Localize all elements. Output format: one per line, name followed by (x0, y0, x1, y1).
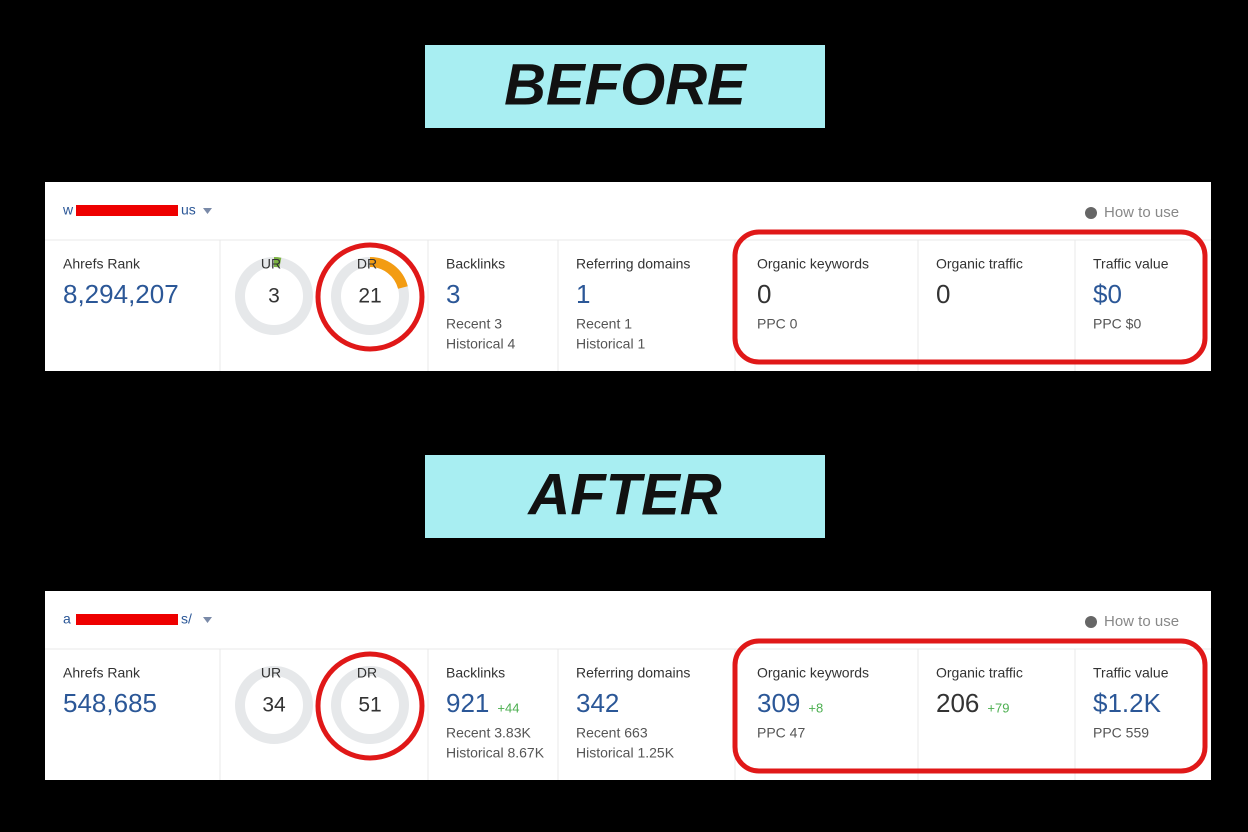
metric-value: 342 (576, 688, 619, 718)
metric-sub: Historical 1 (576, 336, 645, 352)
gauge-track (331, 666, 409, 744)
metric-label: Ahrefs Rank (63, 256, 141, 272)
highlight-circle (315, 651, 425, 761)
redaction (76, 205, 178, 216)
gauge-value: 21 (358, 285, 381, 308)
domain-end: us (181, 202, 196, 218)
metric-label: Backlinks (446, 256, 505, 272)
metric-sub: PPC 559 (1093, 725, 1149, 741)
panel (45, 182, 1211, 371)
metric-value: 921 (446, 688, 489, 718)
metric-change: +79 (987, 700, 1009, 715)
metric-label: Organic keywords (757, 256, 869, 272)
metric-value: 309 (757, 688, 800, 718)
highlight-box (732, 229, 1208, 365)
metric-value: 8,294,207 (63, 279, 179, 309)
metric-sub: Recent 3 (446, 316, 502, 332)
metric-sub: Historical 8.67K (446, 745, 545, 761)
highlight-box (732, 638, 1208, 774)
metric-label: Referring domains (576, 665, 690, 681)
metric-label: Referring domains (576, 256, 690, 272)
how-to-use: How to use (1104, 613, 1179, 630)
gauge-arc (273, 257, 282, 268)
gauge-value: 3 (268, 285, 280, 308)
metric-value: 3 (446, 279, 460, 309)
metric-label: Traffic value (1093, 665, 1169, 681)
how-to-use: How to use (1104, 204, 1179, 221)
metric-value: 0 (936, 279, 950, 309)
metric-value: 1 (576, 279, 590, 309)
banner-title: BEFORE (504, 52, 748, 117)
banner (425, 45, 825, 128)
help-icon (1085, 207, 1097, 219)
dropdown-caret (203, 208, 212, 214)
redaction (76, 614, 178, 625)
metric-sub: Recent 1 (576, 316, 632, 332)
metric-label: Organic keywords (757, 665, 869, 681)
metric-label: Ahrefs Rank (63, 665, 141, 681)
metric-sub: PPC 0 (757, 316, 798, 332)
metric-sub: Historical 4 (446, 336, 515, 352)
metric-sub: Recent 3.83K (446, 725, 531, 741)
gauge-label: DR (357, 665, 377, 681)
metric-value: 0 (757, 279, 771, 309)
gauge-label: UR (261, 665, 281, 681)
metric-sub: PPC 47 (757, 725, 805, 741)
gauge-track (235, 666, 313, 744)
panel (45, 591, 1211, 780)
dropdown-caret (203, 617, 212, 623)
domain-start: w (62, 202, 74, 218)
metric-label: Backlinks (446, 665, 505, 681)
metric-value: $1.2K (1093, 688, 1162, 718)
metric-value: 548,685 (63, 688, 157, 718)
domain-end: s/ (181, 611, 192, 627)
banner-title: AFTER (526, 462, 721, 527)
domain-start: a (63, 611, 71, 627)
help-icon (1085, 616, 1097, 628)
metric-change: +44 (497, 700, 519, 715)
metric-sub: Historical 1.25K (576, 745, 675, 761)
metric-label: Organic traffic (936, 665, 1023, 681)
gauge-label: DR (357, 256, 377, 272)
highlight-circle (315, 242, 425, 352)
metric-sub: PPC $0 (1093, 316, 1141, 332)
metric-change: +8 (808, 700, 823, 715)
metric-sub: Recent 663 (576, 725, 648, 741)
gauge-arc (369, 257, 408, 290)
metric-label: Organic traffic (936, 256, 1023, 272)
banner (425, 455, 825, 538)
gauge-value: 34 (262, 694, 286, 717)
gauge-label: UR (261, 256, 281, 272)
metric-value: $0 (1093, 279, 1122, 309)
gauge-value: 51 (358, 694, 381, 717)
metric-label: Traffic value (1093, 256, 1169, 272)
metric-value: 206 (936, 688, 979, 718)
